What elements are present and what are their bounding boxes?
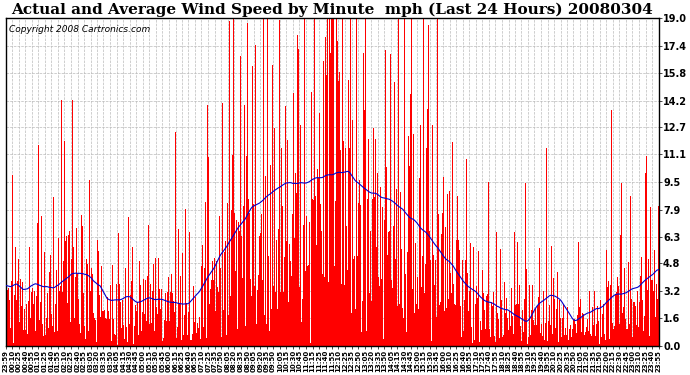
Title: Actual and Average Wind Speed by Minute  mph (Last 24 Hours) 20080304: Actual and Average Wind Speed by Minute … — [12, 3, 653, 17]
Text: Copyright 2008 Cartronics.com: Copyright 2008 Cartronics.com — [9, 25, 150, 34]
